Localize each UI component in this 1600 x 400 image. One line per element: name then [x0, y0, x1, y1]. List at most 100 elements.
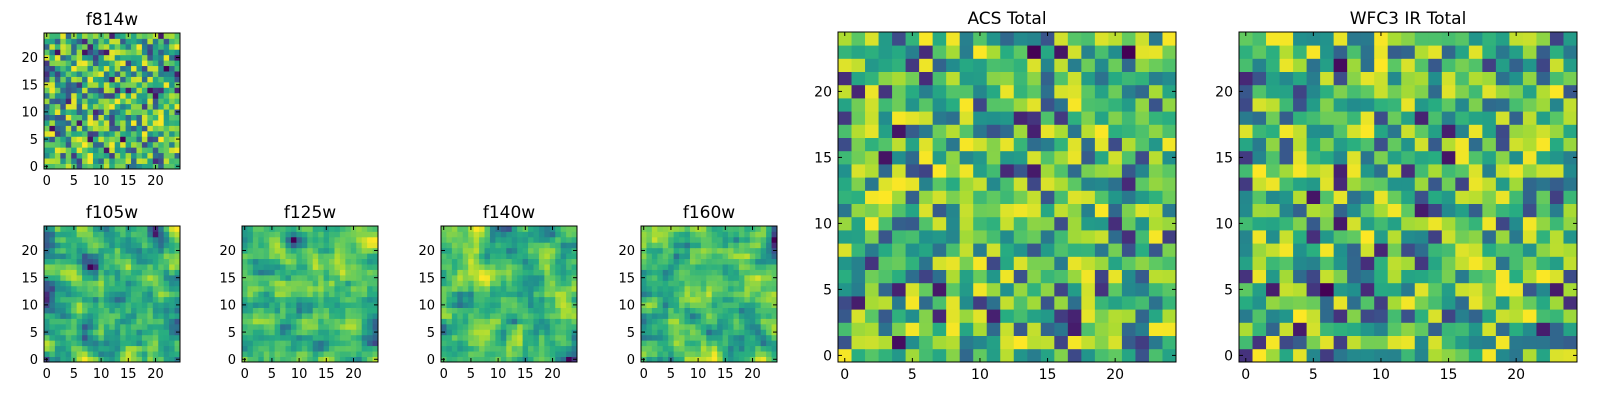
heatmap-cell: [114, 264, 121, 270]
heatmap-cell: [851, 45, 866, 59]
heatmap-cell: [71, 340, 78, 347]
heatmap-cell: [1455, 32, 1470, 46]
heatmap-cell: [98, 313, 105, 319]
heatmap-cell: [679, 242, 685, 249]
heatmap-cell: [1522, 335, 1537, 350]
heatmap-cell: [98, 43, 105, 50]
heatmap-cell: [1027, 269, 1042, 284]
heatmap-cell: [114, 98, 121, 105]
heatmap-cell: [49, 125, 56, 132]
heatmap-cell: [679, 345, 685, 352]
heatmap-cell: [1081, 216, 1096, 231]
heatmap-cell: [549, 258, 556, 265]
heatmap-cell: [441, 334, 447, 341]
heatmap-cell: [1040, 296, 1055, 310]
heatmap-cell: [668, 280, 675, 287]
heatmap-cell: [82, 136, 88, 143]
heatmap-cell: [339, 307, 346, 314]
heatmap-cell: [728, 323, 734, 330]
heatmap-cell: [1040, 282, 1055, 297]
heatmap-cell: [274, 323, 281, 330]
heatmap-cell: [484, 247, 491, 254]
heatmap-cell: [484, 253, 491, 260]
heatmap-cell: [1414, 164, 1429, 178]
heatmap-cell: [1333, 230, 1348, 244]
heatmap-cell: [76, 285, 83, 292]
heatmap-cell: [1414, 177, 1429, 191]
heatmap-cell: [500, 323, 507, 330]
heatmap-cell: [367, 236, 373, 243]
heatmap-cell: [555, 274, 562, 281]
heatmap-cell: [555, 340, 562, 347]
heatmap-cell: [44, 351, 50, 357]
heatmap-cell: [451, 329, 458, 336]
heatmap-cell: [1549, 243, 1564, 257]
heatmap-cell: [44, 258, 50, 265]
heatmap-cell: [1293, 216, 1307, 231]
heatmap-cell: [973, 58, 988, 72]
heatmap-cell: [1441, 71, 1456, 86]
heatmap-cell: [76, 313, 83, 319]
heatmap-cell: [136, 114, 143, 121]
heatmap-cell: [544, 329, 551, 336]
heatmap-cell: [905, 137, 920, 152]
heatmap-cell: [103, 163, 110, 170]
x-tick-label: 20: [147, 174, 164, 189]
heatmap-cell: [263, 345, 270, 352]
x-tick-label: 15: [1039, 367, 1057, 383]
heatmap-cell: [318, 242, 324, 249]
heatmap-cell: [446, 296, 453, 303]
heatmap-cell: [280, 280, 286, 287]
heatmap-cell: [959, 71, 974, 86]
heatmap-cell: [1495, 124, 1510, 138]
heatmap-cell: [174, 92, 181, 99]
heatmap-cell: [1252, 309, 1267, 323]
heatmap-cell: [290, 356, 297, 363]
heatmap-cell: [301, 291, 308, 298]
heatmap-cell: [285, 313, 292, 319]
heatmap-cell: [1040, 84, 1055, 99]
heatmap-cell: [851, 111, 866, 125]
heatmap-cell: [147, 313, 154, 319]
heatmap-cell: [274, 242, 281, 249]
heatmap-cell: [1108, 216, 1123, 231]
x-tick-label: 5: [467, 367, 475, 382]
heatmap-cell: [296, 345, 303, 352]
heatmap-cell: [131, 76, 137, 83]
heatmap-cell: [728, 334, 734, 341]
heatmap-cell: [457, 351, 464, 357]
heatmap-cell: [114, 120, 121, 126]
heatmap-cell: [959, 124, 974, 138]
heatmap-cell: [1387, 84, 1402, 99]
heatmap-cell: [1522, 98, 1537, 112]
heatmap-cell: [76, 33, 83, 39]
heatmap-cell: [1414, 58, 1429, 72]
heatmap-cell: [668, 334, 675, 341]
heatmap-cell: [851, 177, 866, 191]
heatmap-cell: [528, 356, 534, 363]
heatmap-cell: [755, 264, 762, 270]
heatmap-cell: [136, 285, 143, 292]
heatmap-cell: [44, 334, 50, 341]
heatmap-cell: [1252, 203, 1267, 218]
heatmap-cell: [549, 334, 556, 341]
heatmap-cell: [1509, 216, 1524, 231]
heatmap-cell: [169, 226, 175, 232]
heatmap-cell: [1333, 216, 1348, 231]
heatmap-cell: [44, 125, 50, 132]
heatmap-cell: [44, 147, 50, 154]
heatmap-cell: [462, 318, 469, 325]
heatmap-cell: [641, 351, 647, 357]
heatmap-cell: [1067, 216, 1082, 231]
heatmap-cell: [54, 87, 61, 94]
heatmap-cell: [120, 269, 126, 276]
heatmap-cell: [738, 356, 745, 363]
heatmap-cell: [733, 280, 740, 287]
heatmap-cell: [1040, 335, 1055, 350]
heatmap-cell: [125, 242, 132, 249]
heatmap-cell: [919, 216, 934, 231]
heatmap-cell: [285, 247, 292, 254]
heatmap-cell: [1360, 150, 1375, 165]
heatmap-cell: [1279, 45, 1294, 59]
